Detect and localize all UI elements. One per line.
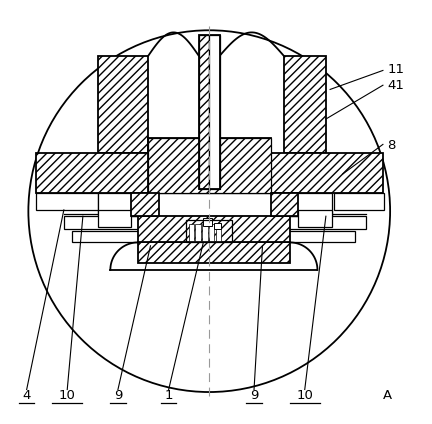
Bar	[187, 220, 232, 243]
Circle shape	[29, 30, 390, 392]
Bar	[209, 34, 220, 189]
Bar	[72, 231, 356, 243]
Bar	[36, 193, 98, 210]
Polygon shape	[284, 56, 326, 153]
Bar	[195, 224, 201, 241]
Text: 11: 11	[387, 63, 404, 75]
Bar	[64, 216, 366, 229]
Bar	[199, 34, 209, 189]
Text: 10: 10	[296, 389, 313, 402]
Text: 41: 41	[387, 79, 404, 92]
Polygon shape	[98, 56, 148, 153]
Polygon shape	[138, 243, 290, 263]
Bar	[148, 138, 271, 193]
Bar	[98, 210, 131, 227]
Text: 9: 9	[114, 389, 122, 402]
Bar	[203, 218, 212, 226]
Text: 10: 10	[59, 389, 76, 402]
Text: 9: 9	[250, 389, 258, 402]
Polygon shape	[138, 216, 290, 243]
Polygon shape	[131, 193, 159, 216]
Text: 1: 1	[165, 389, 173, 402]
Text: A: A	[383, 389, 392, 402]
Bar	[188, 224, 194, 241]
Polygon shape	[148, 138, 209, 193]
Bar	[199, 34, 220, 189]
Bar	[334, 193, 384, 210]
Text: 4: 4	[22, 389, 31, 402]
Text: 8: 8	[387, 139, 396, 152]
Bar	[98, 193, 332, 216]
Polygon shape	[271, 193, 299, 216]
Bar	[216, 224, 221, 241]
Polygon shape	[36, 153, 383, 193]
Bar	[209, 224, 214, 241]
Bar	[202, 224, 207, 241]
Bar	[299, 210, 332, 227]
Polygon shape	[209, 138, 271, 193]
Bar	[214, 223, 221, 229]
